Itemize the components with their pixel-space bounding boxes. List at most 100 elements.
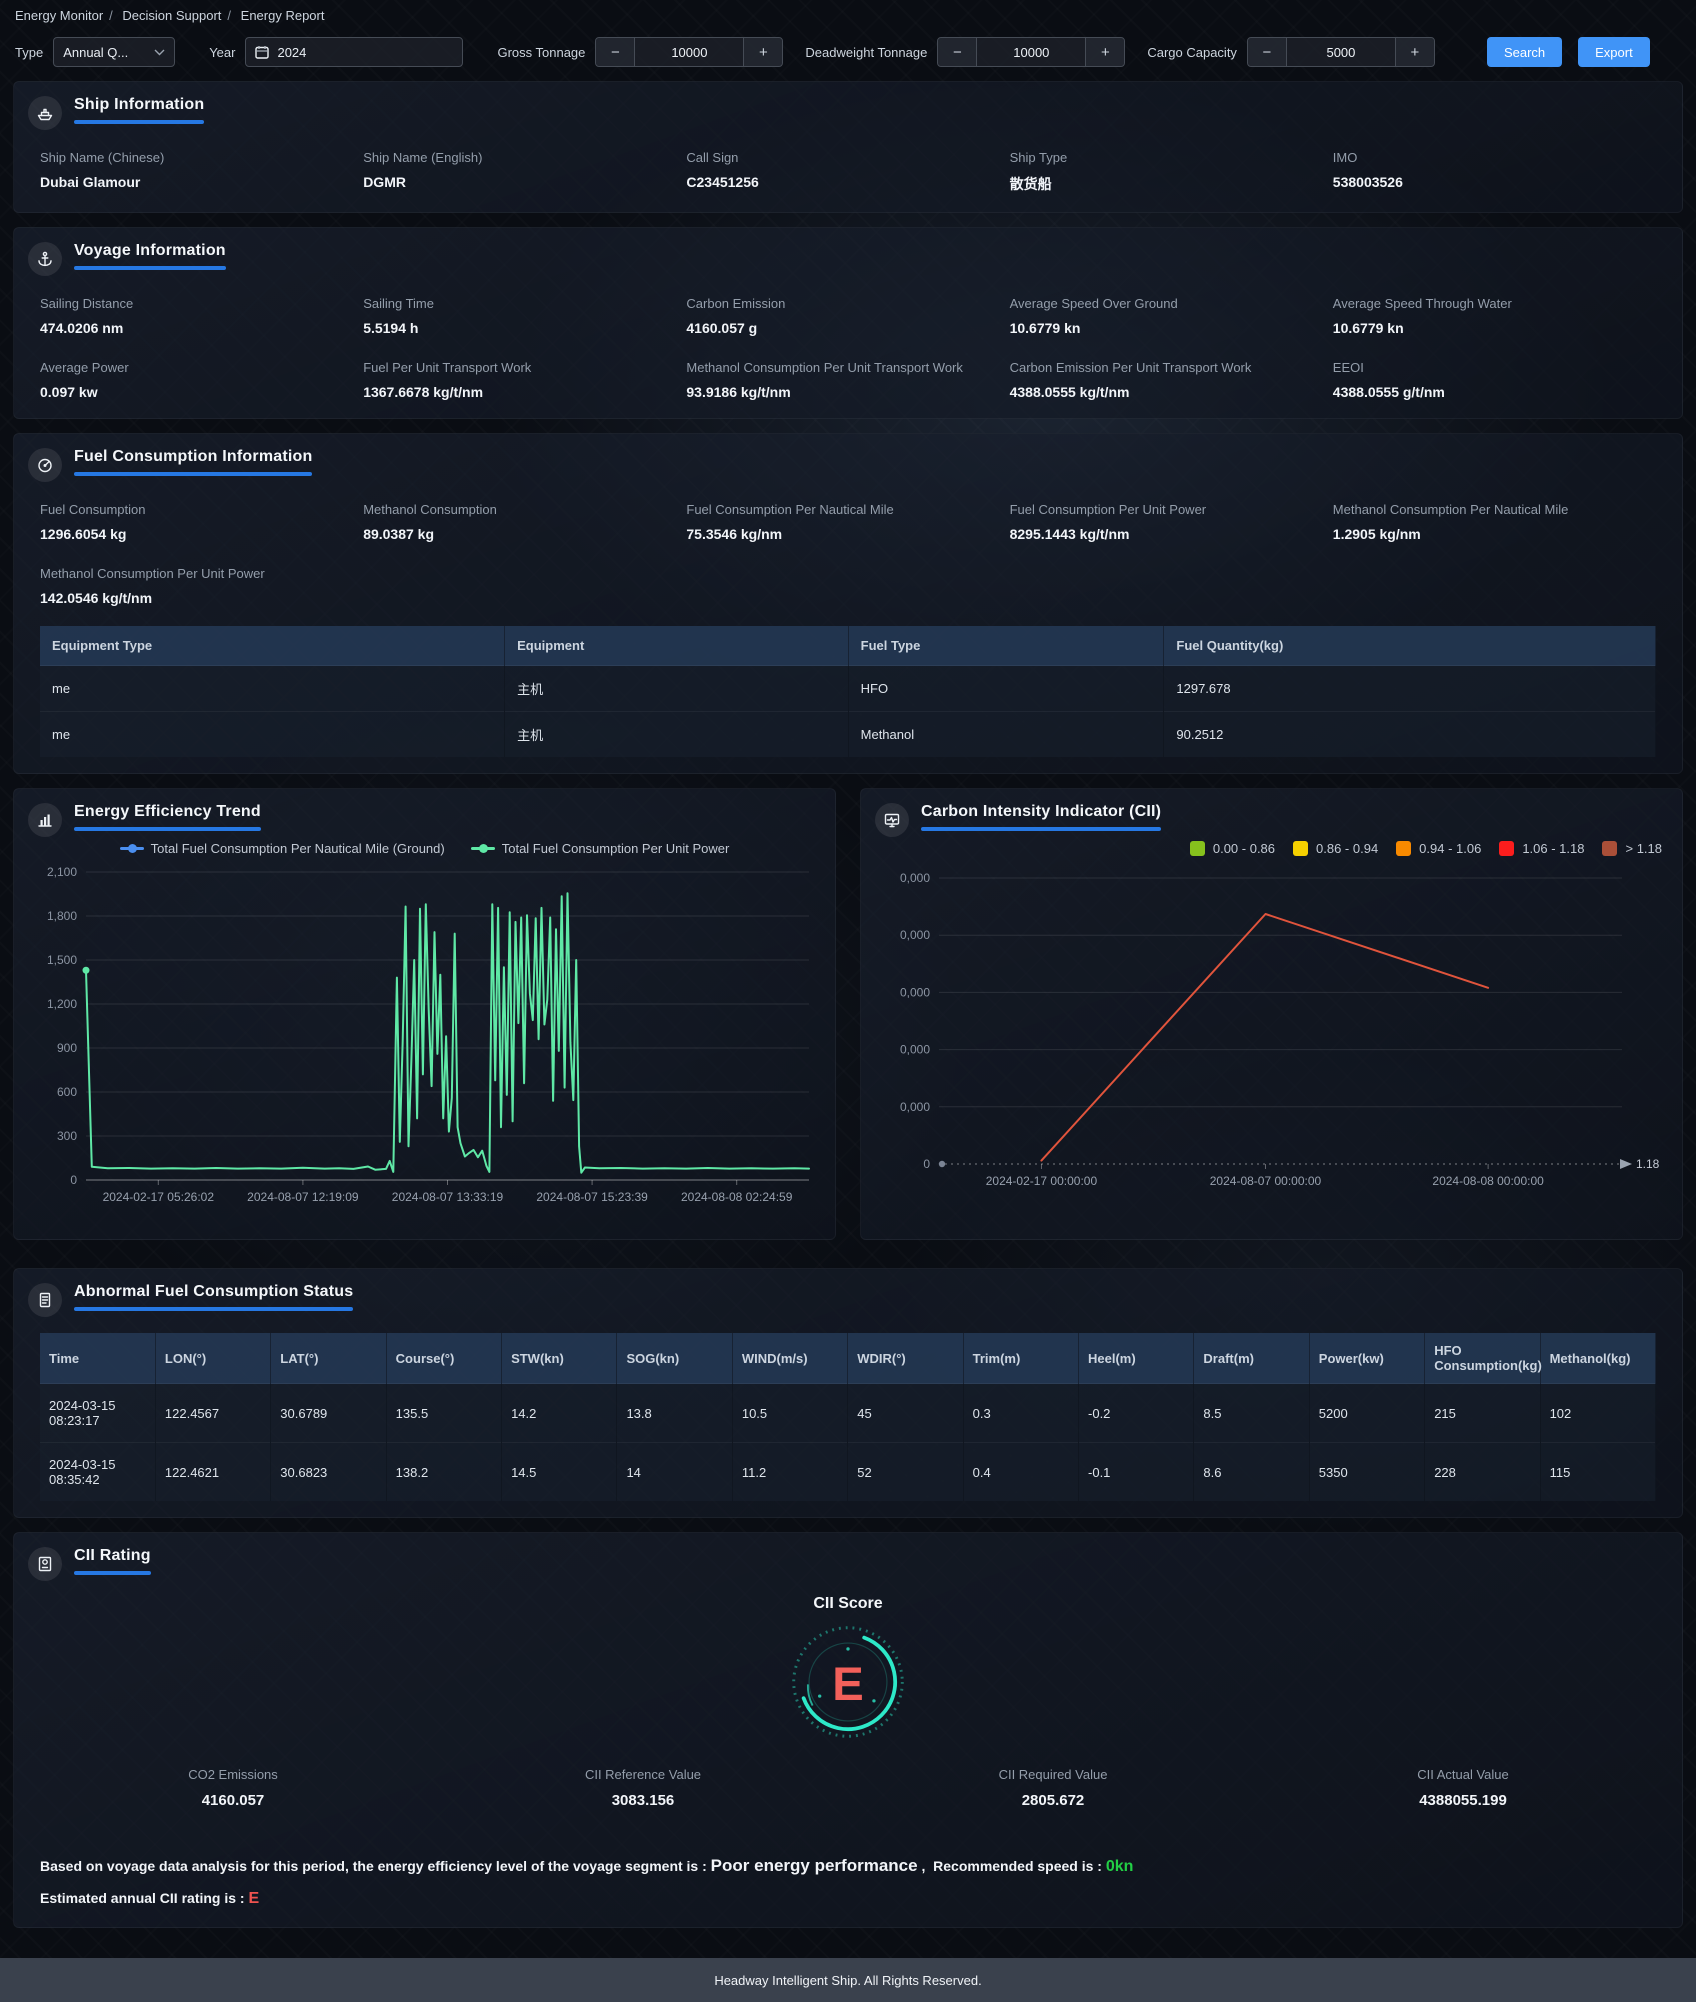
legend-marker [119,844,144,853]
analysis-comma: , [921,1858,926,1874]
deadweight-value[interactable]: 10000 [976,38,1087,66]
table-cell: 5350 [1309,1442,1426,1501]
table-cell: 5200 [1309,1383,1426,1443]
table-cell: 30.6789 [270,1383,387,1443]
stat-label: CII Required Value [998,1767,1108,1782]
field-label: Fuel Per Unit Transport Work [363,360,532,375]
field-label: Average Speed Over Ground [1009,296,1178,311]
voyage-information-panel: Voyage Information Sailing Distance 474.0… [13,227,1683,419]
footer-text: Headway Intelligent Ship. All Rights Res… [714,1972,982,1988]
breadcrumb-item-energy-monitor[interactable]: Energy Monitor [15,8,104,23]
field-label: Ship Name (English) [363,150,483,165]
legend-swatch [1602,841,1618,856]
cii-chart-panel: Carbon Intensity Indicator (CII) 0.00 - … [860,788,1683,1240]
svg-text:900: 900 [57,1041,77,1055]
type-label: Type [15,44,44,60]
analysis-text: Based on voyage data analysis for this p… [28,1853,1668,1911]
deadweight-minus-button[interactable]: − [938,38,977,66]
deadweight-plus-button[interactable]: + [1086,38,1125,66]
ship-information-panel: Ship Information Ship Name (Chinese) Duba… [13,81,1683,213]
svg-text:2024-08-07 12:19:09: 2024-08-07 12:19:09 [247,1190,359,1204]
table-cell: 122.4567 [155,1383,272,1443]
year-input[interactable]: 2024 [245,37,464,67]
bar-chart-icon [28,803,62,837]
cargo-minus-button[interactable]: − [1247,38,1286,66]
svg-text:0,000: 0,000 [900,1043,930,1057]
svg-text:2,100: 2,100 [47,865,77,879]
table-cell: 215 [1424,1383,1541,1443]
legend-label: > 1.18 [1625,841,1662,856]
year-value: 2024 [277,44,307,60]
cii-legend: 0.00 - 0.86 0.86 - 0.94 0.94 - 1.06 1.06 - … [875,841,1662,856]
stat-value: 4160.057 [201,1792,265,1809]
gross-tonnage-value[interactable]: 10000 [634,38,745,66]
stat-value: 2805.672 [1021,1792,1085,1809]
svg-text:2024-02-17 05:26:02: 2024-02-17 05:26:02 [103,1190,215,1204]
table-column-header: Power(kw) [1309,1333,1426,1384]
table-cell: 228 [1424,1442,1541,1501]
field-value: 8295.1443 kg/t/nm [1009,526,1130,542]
cii-score-title: CII Score [813,1595,883,1612]
legend-item: 0.94 - 1.06 [1396,841,1481,856]
field-label: Sailing Time [363,296,434,311]
cargo-value[interactable]: 5000 [1285,38,1396,66]
stat-value: 3083.156 [611,1792,675,1809]
table-column-header: WIND(m/s) [732,1333,849,1384]
estimated-rating-value: E [248,1890,260,1907]
field-value: Dubai Glamour [40,174,141,190]
breadcrumb-item-decision-support[interactable]: Decision Support [122,8,222,23]
table-row: me 主机 HFO 1297.678 [40,665,1656,712]
legend-label: 1.06 - 1.18 [1522,841,1585,856]
field-label: Sailing Distance [40,296,134,311]
table-row: me 主机 Methanol 90.2512 [40,711,1656,757]
cii-rating-panel: CII Rating CII Score E CO2 Emissions 4160… [13,1532,1683,1928]
cargo-plus-button[interactable]: + [1395,38,1434,66]
svg-text:0,000: 0,000 [900,985,930,999]
legend-swatch [1293,841,1309,856]
table-cell: 11.2 [732,1442,849,1501]
table-cell: 138.2 [386,1442,503,1501]
type-select[interactable]: Annual Q... [53,37,176,67]
legend-swatch [1189,841,1205,856]
legend-item: > 1.18 [1602,841,1662,856]
trend-legend: Total Fuel Consumption Per Nautical Mile… [28,841,821,856]
table-column-header: Draft(m) [1193,1333,1310,1384]
table-cell: 8.6 [1193,1442,1310,1501]
gross-tonnage-minus-button[interactable]: − [596,38,635,66]
field-value: 5.5194 h [363,320,419,336]
table-column-header: SOG(kn) [616,1333,733,1384]
legend-swatch [1396,841,1412,856]
svg-text:2024-02-17 00:00:00: 2024-02-17 00:00:00 [986,1174,1098,1188]
footer: Headway Intelligent Ship. All Rights Res… [0,1958,1696,2002]
anchor-icon [28,242,62,276]
table-cell: 8.5 [1193,1383,1310,1443]
cargo-capacity-label: Cargo Capacity [1147,44,1237,60]
field-value: 538003526 [1332,174,1403,190]
field-label: Methanol Consumption Per Unit Power [40,566,265,581]
field-label: Fuel Consumption Per Nautical Mile [686,502,894,517]
field-label: Methanol Consumption Per Nautical Mile [1332,502,1569,517]
field-label: Methanol Consumption Per Unit Transport … [686,360,963,375]
title-underline [74,266,226,270]
gross-tonnage-plus-button[interactable]: + [744,38,783,66]
svg-text:1.18: 1.18 [1636,1157,1660,1171]
legend-marker [470,844,495,853]
field-label: IMO [1332,150,1358,165]
estimated-rating-label: Estimated annual CII rating is : [40,1890,245,1906]
svg-text:0: 0 [70,1173,77,1187]
export-button[interactable]: Export [1578,37,1650,67]
table-column-header: Fuel Quantity(kg) [1163,626,1656,666]
cii-score-letter: E [832,1658,863,1711]
legend-label: 0.00 - 0.86 [1212,841,1276,856]
legend-item: 1.06 - 1.18 [1499,841,1584,856]
search-button[interactable]: Search [1486,37,1563,67]
analysis-result: Poor energy performance [710,1856,918,1875]
field-label: Call Sign [686,150,739,165]
energy-efficiency-trend-panel: Energy Efficiency Trend Total Fuel Consu… [13,788,836,1240]
table-cell: 115 [1540,1442,1657,1501]
table-cell: 主机 [504,665,849,712]
field-value: DGMR [363,174,406,190]
table-cell: 30.6823 [270,1442,387,1501]
energy-efficiency-trend-chart: 2,100 1,800 1,500 1,200 900 600 300 0 2024-02-17… [47,865,810,1204]
svg-text:2024-08-07 00:00:00: 2024-08-07 00:00:00 [1210,1174,1322,1188]
